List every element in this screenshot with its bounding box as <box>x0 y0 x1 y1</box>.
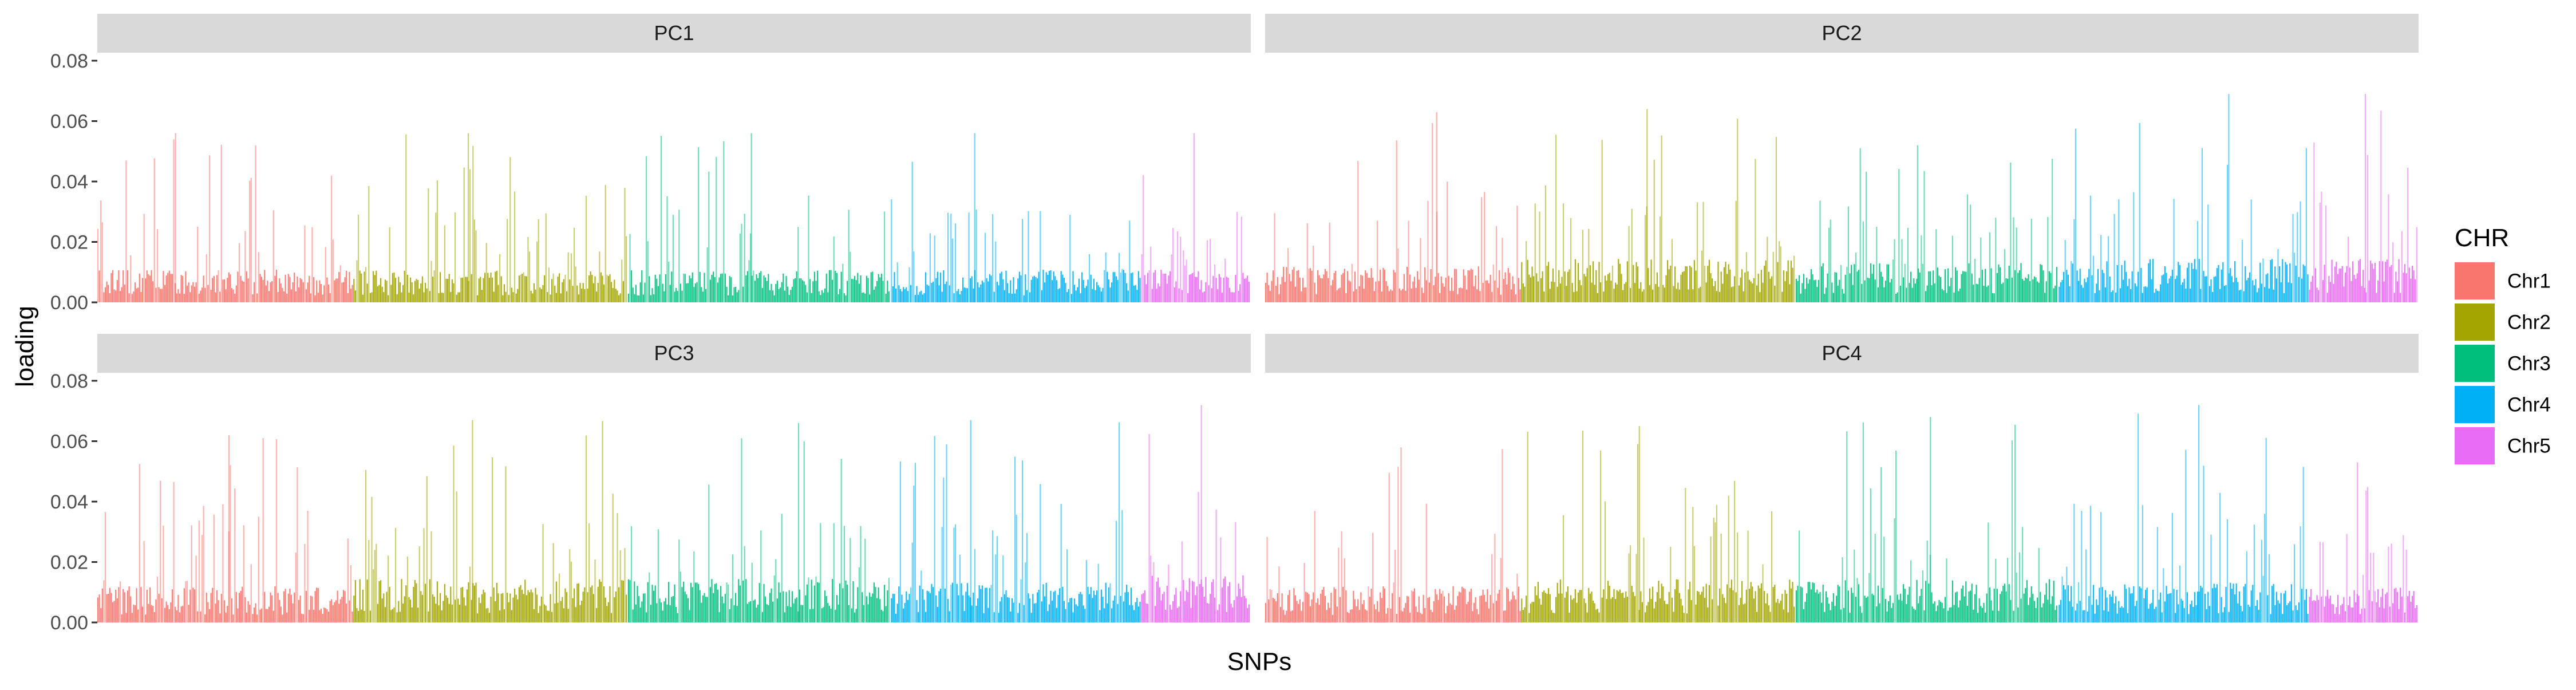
legend-item-chr2: Chr2 <box>2455 303 2551 341</box>
y-tick-label: 0.04 <box>50 171 88 193</box>
legend-swatch <box>2455 427 2495 464</box>
facet-strip <box>1265 334 2419 373</box>
y-tick-label: 0.02 <box>50 232 88 254</box>
facet-strip-label: PC2 <box>1822 21 1862 45</box>
legend-label: Chr3 <box>2507 353 2551 375</box>
facet-strip <box>97 14 1251 53</box>
facet-panel-pc1: PC1 0.00 0.02 0.04 0.06 0.08 <box>50 14 1251 314</box>
y-tick-label: 0.08 <box>50 50 88 72</box>
legend-item-chr1: Chr1 <box>2455 262 2551 299</box>
y-tick-label: 0.02 <box>50 552 88 574</box>
y-tick-label: 0.00 <box>50 612 88 634</box>
facet-panel-pc2: PC2 <box>1265 14 2419 302</box>
legend-swatch <box>2455 386 2495 423</box>
y-tick-label: 0.06 <box>50 431 88 453</box>
legend-title: CHR <box>2455 224 2509 252</box>
legend-label: Chr1 <box>2507 270 2551 293</box>
bars-pc4 <box>1265 405 2417 622</box>
facet-panel-pc4: PC4 <box>1265 334 2419 622</box>
legend-label: Chr4 <box>2507 394 2551 416</box>
facet-panel-pc3: PC3 0.00 0.02 0.04 0.06 0.08 <box>50 334 1251 634</box>
legend-label: Chr2 <box>2507 312 2551 334</box>
legend-item-chr5: Chr5 <box>2455 427 2551 464</box>
y-tick-label: 0.04 <box>50 491 88 513</box>
x-axis-title: SNPs <box>1227 648 1291 676</box>
facet-strip <box>1265 14 2419 53</box>
bars-pc1 <box>97 133 1250 302</box>
legend-label: Chr5 <box>2507 435 2551 458</box>
facet-panels: PC10.000.020.040.060.08PC2PC30.000.020.0… <box>50 14 2419 634</box>
bars-pc2 <box>1265 94 2417 302</box>
y-tick-label: 0.06 <box>50 111 88 133</box>
facet-strip-label: PC1 <box>654 21 694 45</box>
bars-pc3 <box>97 405 1250 622</box>
facet-strip <box>97 334 1251 373</box>
facet-strip-label: PC4 <box>1822 341 1862 365</box>
y-axis-pc1: 0.00 0.02 0.04 0.06 0.08 <box>50 50 97 314</box>
y-axis-pc3: 0.00 0.02 0.04 0.06 0.08 <box>50 370 97 634</box>
y-axis-title: loading <box>11 306 39 387</box>
legend-swatch <box>2455 262 2495 299</box>
y-tick-label: 0.00 <box>50 292 88 314</box>
legend-item-chr3: Chr3 <box>2455 345 2551 382</box>
legend-swatch <box>2455 345 2495 382</box>
y-tick-label: 0.08 <box>50 370 88 392</box>
legend-item-chr4: Chr4 <box>2455 386 2551 423</box>
facet-strip-label: PC3 <box>654 341 694 365</box>
legend: CHR Chr1 Chr2 Chr3 Chr4 Chr5 <box>2455 224 2551 464</box>
legend-swatch <box>2455 303 2495 341</box>
